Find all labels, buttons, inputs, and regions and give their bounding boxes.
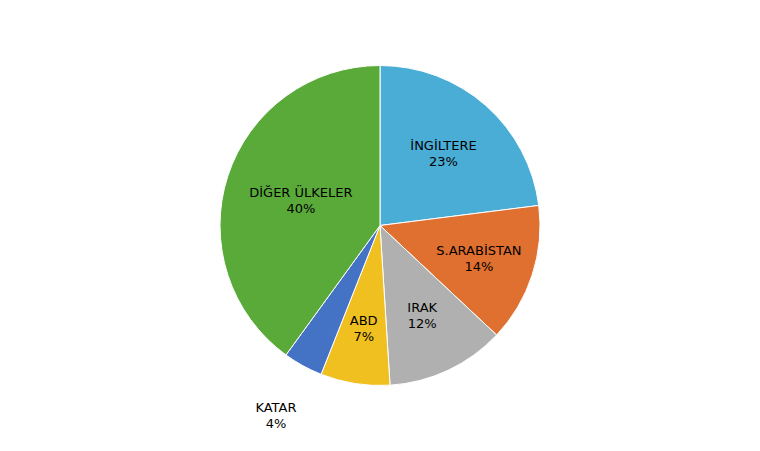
svg-text:DİĞER ÜLKELER40%: DİĞER ÜLKELER40% [249, 184, 352, 216]
svg-text:ABD7%: ABD7% [350, 313, 378, 344]
svg-text:IRAK12%: IRAK12% [407, 300, 437, 331]
svg-text:S.ARABİSTAN14%: S.ARABİSTAN14% [436, 243, 521, 274]
svg-text:KATAR4%: KATAR4% [255, 400, 296, 431]
svg-text:İNGİLTERE23%: İNGİLTERE23% [410, 138, 476, 169]
